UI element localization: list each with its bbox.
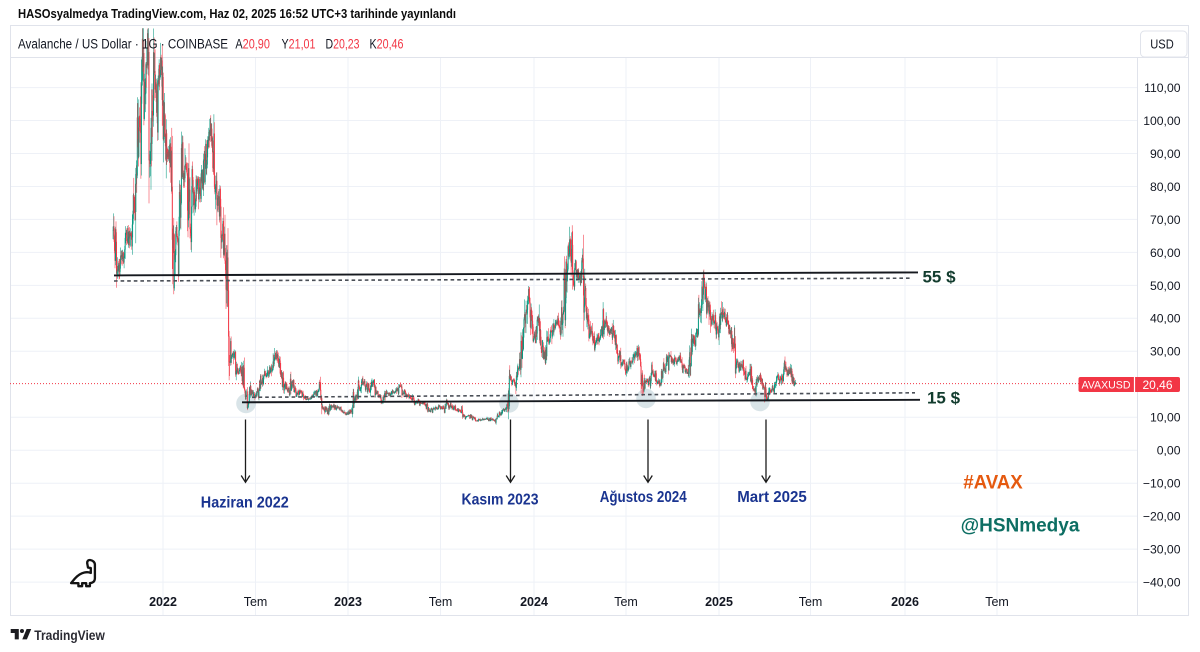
svg-text:Tem: Tem: [799, 595, 823, 609]
svg-text:110,00: 110,00: [1144, 81, 1181, 95]
svg-text:Tem: Tem: [244, 595, 268, 609]
svg-text:30,00: 30,00: [1150, 345, 1181, 359]
svg-text:10,00: 10,00: [1150, 411, 1181, 425]
svg-text:Haziran 2022: Haziran 2022: [201, 495, 289, 512]
svg-text:AVAXUSD: AVAXUSD: [1082, 380, 1131, 392]
svg-text:Ağustos 2024: Ağustos 2024: [600, 489, 687, 506]
svg-text:Tem: Tem: [614, 595, 638, 609]
svg-text:2023: 2023: [334, 595, 362, 609]
svg-text:20,46: 20,46: [1142, 378, 1172, 392]
svg-text:#AVAX: #AVAX: [963, 473, 1023, 494]
svg-text:15 $: 15 $: [927, 388, 961, 407]
svg-text:100,00: 100,00: [1143, 114, 1180, 128]
svg-text:@HSNmedya: @HSNmedya: [961, 516, 1080, 537]
svg-text:2026: 2026: [891, 595, 919, 609]
svg-text:TradingView: TradingView: [34, 628, 105, 644]
svg-text:2024: 2024: [520, 595, 548, 609]
svg-text:Tem: Tem: [429, 595, 453, 609]
svg-text:K20,46: K20,46: [370, 37, 404, 52]
svg-text:55 $: 55 $: [922, 267, 956, 286]
svg-text:Y21,01: Y21,01: [282, 37, 316, 52]
svg-text:Kasım 2023: Kasım 2023: [462, 492, 539, 509]
svg-text:HASOsyalmedya TradingView.com,: HASOsyalmedya TradingView.com, Haz 02, 2…: [18, 6, 456, 21]
svg-text:80,00: 80,00: [1150, 180, 1181, 194]
svg-text:40,00: 40,00: [1150, 312, 1181, 326]
svg-text:0,00: 0,00: [1157, 444, 1181, 458]
svg-text:Mart 2025: Mart 2025: [737, 489, 807, 506]
svg-text:−10,00: −10,00: [1143, 477, 1181, 491]
svg-text:D20,23: D20,23: [326, 37, 360, 52]
svg-text:A20,90: A20,90: [235, 37, 270, 52]
svg-text:−40,00: −40,00: [1143, 576, 1181, 590]
svg-text:Avalanche / US Dollar · 1G · C: Avalanche / US Dollar · 1G · COINBASE: [18, 37, 228, 52]
svg-text:2022: 2022: [149, 595, 177, 609]
svg-text:90,00: 90,00: [1150, 147, 1181, 161]
svg-text:2025: 2025: [705, 595, 733, 609]
svg-text:Tem: Tem: [985, 595, 1009, 609]
svg-text:USD: USD: [1150, 37, 1174, 52]
svg-text:50,00: 50,00: [1150, 279, 1181, 293]
svg-text:70,00: 70,00: [1150, 213, 1181, 227]
svg-text:60,00: 60,00: [1150, 246, 1181, 260]
svg-text:−20,00: −20,00: [1143, 510, 1181, 524]
svg-text:−30,00: −30,00: [1143, 543, 1181, 557]
